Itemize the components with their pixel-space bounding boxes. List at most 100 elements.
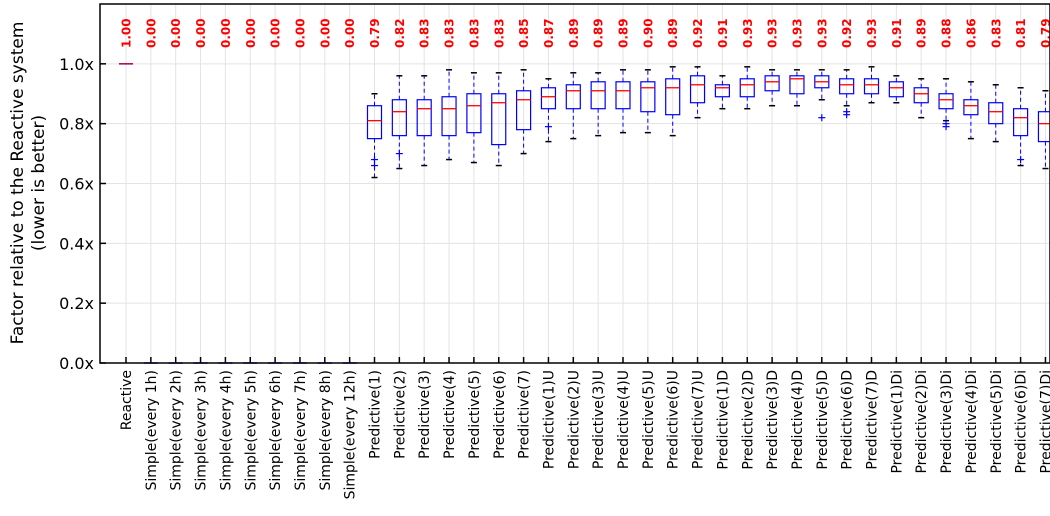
median-value-label: 0.93 bbox=[766, 18, 780, 48]
median-value-label: 0.89 bbox=[617, 18, 631, 48]
box-31 bbox=[888, 75, 904, 104]
y-tick-label: 0.6x bbox=[59, 175, 94, 194]
box-20 bbox=[615, 69, 631, 134]
median-value-label: 0.00 bbox=[144, 18, 158, 48]
x-tick-label: Simple(every 3h) bbox=[194, 370, 210, 491]
median-value-label: 0.88 bbox=[940, 18, 954, 48]
median-value-label: 0.86 bbox=[964, 18, 978, 48]
x-tick-label: Predictive(2)D bbox=[740, 370, 756, 470]
x-tick-label: Simple(every 8h) bbox=[318, 370, 334, 491]
iqr-box bbox=[764, 75, 780, 92]
x-tick-label: Predictive(3)D bbox=[765, 370, 781, 470]
x-tick-label: Predictive(4) bbox=[442, 370, 458, 459]
x-tick-label: Predictive(3)U bbox=[591, 370, 607, 469]
median-value-label: 0.91 bbox=[890, 18, 904, 48]
x-tick-label: Predictive(4)U bbox=[616, 370, 632, 469]
x-tick-label: Predictive(2)U bbox=[566, 370, 582, 469]
box-16 bbox=[515, 69, 532, 155]
iqr-box bbox=[913, 87, 929, 104]
x-tick-label: Predictive(6) bbox=[492, 370, 508, 459]
iqr-box bbox=[714, 84, 731, 98]
box-19 bbox=[590, 72, 606, 137]
median-value-label: 0.00 bbox=[318, 18, 332, 48]
iqr-box bbox=[665, 78, 681, 116]
iqr-box bbox=[739, 78, 755, 98]
iqr-box bbox=[863, 78, 880, 95]
y-tick-label: 0.8x bbox=[59, 115, 94, 134]
median-value-label: 0.91 bbox=[716, 18, 730, 48]
iqr-box bbox=[938, 93, 954, 110]
median-value-label: 1.00 bbox=[120, 18, 134, 48]
median-value-label: 0.89 bbox=[915, 18, 929, 48]
x-tick-label: Predictive(7)Di bbox=[1038, 370, 1050, 474]
iqr-box bbox=[988, 102, 1004, 125]
x-tick-label: Simple(every 7h) bbox=[293, 370, 309, 491]
x-tick-label: Predictive(5)U bbox=[641, 370, 657, 469]
box-14 bbox=[466, 72, 482, 164]
x-tick-label: Predictive(1) bbox=[368, 370, 384, 459]
x-tick-label: Predictive(3)Di bbox=[939, 370, 955, 474]
iqr-box bbox=[640, 81, 656, 113]
box-12 bbox=[416, 75, 432, 167]
box-18 bbox=[565, 72, 581, 140]
y-axis-sublabel: (lower is better) bbox=[29, 115, 49, 251]
box-13 bbox=[441, 69, 457, 161]
y-axis-label: Factor relative to the Reactive system bbox=[8, 22, 28, 345]
x-tick-label: Reactive bbox=[119, 370, 135, 430]
x-tick-label: Predictive(2)Di bbox=[914, 370, 930, 474]
box-11 bbox=[391, 75, 407, 170]
y-tick-label: 1.0x bbox=[59, 55, 94, 74]
median-value-label: 0.90 bbox=[641, 18, 655, 48]
x-tick-label: Simple(every 4h) bbox=[218, 370, 234, 491]
median-value-label: 0.82 bbox=[393, 18, 407, 48]
box-29 bbox=[839, 69, 855, 119]
median-value-label: 0.83 bbox=[467, 18, 481, 48]
box-25 bbox=[739, 66, 755, 110]
iqr-box bbox=[1012, 108, 1029, 137]
plot-frame bbox=[99, 3, 1050, 364]
x-tick-label: Predictive(1)Di bbox=[889, 370, 905, 474]
iqr-box bbox=[491, 93, 507, 146]
x-tick-label: Predictive(5)Di bbox=[989, 370, 1005, 474]
median-value-label: 0.92 bbox=[691, 18, 705, 48]
median-value-label: 0.89 bbox=[567, 18, 581, 48]
median-value-label: 0.93 bbox=[815, 18, 829, 48]
y-tick-label: 0.0x bbox=[59, 354, 94, 373]
x-tick-label: Predictive(5) bbox=[467, 370, 483, 459]
median-value-label: 0.83 bbox=[492, 18, 506, 48]
x-tick-label: Predictive(2) bbox=[392, 370, 408, 459]
iqr-box bbox=[689, 75, 706, 104]
iqr-box bbox=[441, 96, 457, 137]
iqr-box bbox=[466, 93, 482, 134]
iqr-box bbox=[839, 78, 855, 95]
iqr-box bbox=[888, 81, 904, 98]
median-value-label: 0.92 bbox=[840, 18, 854, 48]
y-tick-label: 0.2x bbox=[59, 294, 94, 313]
y-tick-label: 0.4x bbox=[59, 234, 94, 253]
box-27 bbox=[789, 69, 805, 107]
x-tick-label: Simple(every 2h) bbox=[169, 370, 185, 491]
median-value-label: 0.83 bbox=[443, 18, 457, 48]
x-tick-label: Predictive(4)D bbox=[790, 370, 806, 470]
median-value-label: 0.79 bbox=[1039, 18, 1050, 48]
box-35 bbox=[988, 84, 1004, 143]
median-value-label: 0.87 bbox=[542, 18, 556, 48]
box-24 bbox=[714, 75, 731, 110]
iqr-box bbox=[391, 99, 407, 137]
x-tick-label: Predictive(6)D bbox=[840, 370, 856, 470]
median-value-label: 0.00 bbox=[343, 18, 357, 48]
median-value-label: 0.00 bbox=[194, 18, 208, 48]
box-36 bbox=[1012, 87, 1029, 167]
grid-layer bbox=[100, 4, 1050, 364]
x-tick-label: Simple(every 12h) bbox=[343, 370, 359, 499]
x-tick-label: Predictive(6)Di bbox=[1014, 370, 1030, 474]
median-value-label: 0.79 bbox=[368, 18, 382, 48]
median-value-label: 0.89 bbox=[666, 18, 680, 48]
axis-layer: Factor relative to the Reactive system (… bbox=[8, 22, 1047, 373]
x-tick-label: Predictive(7)D bbox=[865, 370, 881, 470]
box-10 bbox=[366, 93, 383, 179]
median-value-label: 0.93 bbox=[865, 18, 879, 48]
box-28 bbox=[814, 69, 830, 122]
box-37 bbox=[1037, 90, 1050, 170]
